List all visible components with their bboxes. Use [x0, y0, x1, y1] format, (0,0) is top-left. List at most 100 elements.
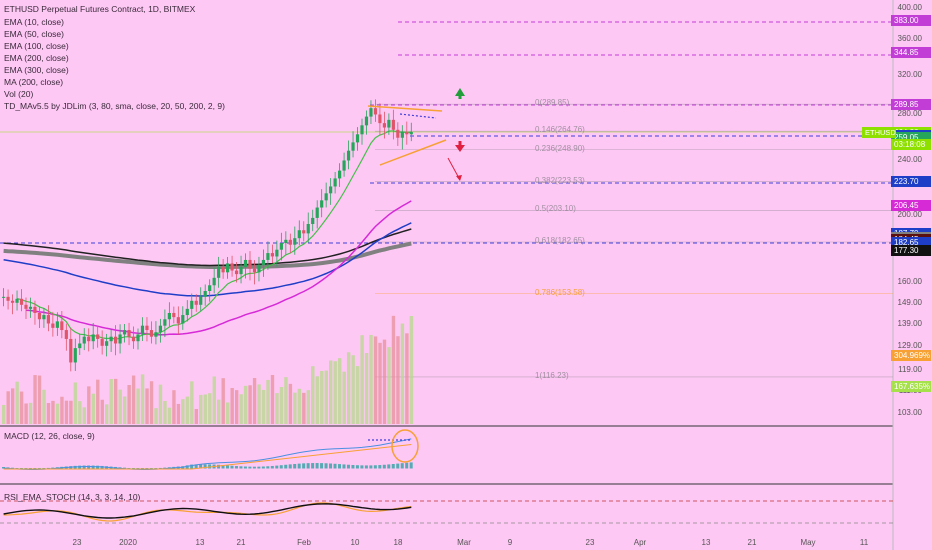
volume-bar — [6, 391, 10, 424]
macd-histogram-bar — [194, 464, 198, 469]
volume-bar — [176, 403, 181, 424]
candle-body — [163, 319, 167, 326]
candle-body — [378, 114, 382, 124]
price-label: 182.65 — [891, 236, 931, 248]
macd-histogram-bar — [355, 465, 359, 469]
price-axis-tick: 103.00 — [897, 408, 922, 417]
candle-body — [194, 300, 198, 305]
fib-label: 1(116.23) — [535, 370, 569, 380]
macd-histogram-bar — [252, 466, 256, 469]
volume-bar — [114, 378, 118, 424]
candle-body — [78, 343, 82, 349]
candle-body — [369, 108, 373, 117]
candle-body — [315, 207, 319, 218]
candle-body — [28, 306, 33, 309]
macd-histogram-bar — [382, 464, 386, 469]
candle-body — [311, 217, 315, 225]
candle-body — [136, 334, 140, 342]
volume-bar — [234, 390, 239, 424]
macd-histogram-bar — [136, 468, 140, 469]
rsi-line — [3, 503, 412, 519]
macd-histogram-bar — [15, 468, 19, 469]
ema10-line — [16, 130, 412, 340]
candle-body — [221, 266, 225, 273]
volume-bars — [2, 315, 414, 424]
volume-bar — [154, 408, 158, 424]
chart-title: ETHUSD Perpetual Futures Contract, 1D, B… — [4, 4, 196, 14]
price-axis-tick: 149.00 — [897, 297, 922, 307]
candle-body — [355, 134, 360, 143]
macd-histogram-bar — [346, 464, 350, 469]
macd-histogram-bar — [248, 466, 252, 469]
candle-body — [55, 321, 59, 328]
volume-bar — [194, 408, 199, 424]
macd-histogram-bar — [329, 463, 333, 469]
volume-bar — [239, 394, 243, 424]
candle-body — [409, 132, 413, 135]
candle-body — [257, 265, 261, 273]
candle-body — [122, 330, 127, 335]
candle-body — [261, 259, 266, 266]
candle-body — [127, 330, 131, 337]
ema300-line — [3, 241, 412, 269]
macd-histogram-bar — [275, 465, 279, 469]
candle-body — [167, 312, 171, 320]
volume-bar — [387, 347, 391, 424]
macd-histogram-bar — [230, 465, 234, 469]
volume-bar — [60, 396, 64, 424]
ema50-line — [25, 200, 412, 336]
macd-histogram-bar — [221, 465, 225, 469]
macd-histogram-bar — [87, 465, 91, 469]
candle-body — [230, 263, 234, 271]
price-label: 167.635% — [891, 380, 931, 392]
volume-bar — [78, 401, 82, 424]
candle-body — [24, 304, 28, 309]
volume-bar — [302, 392, 306, 424]
time-axis-tick: Apr — [633, 538, 647, 547]
candle-body — [293, 238, 297, 245]
macd-histogram-bar — [396, 463, 400, 469]
indicator-ema200-label: EMA (200, close) — [4, 53, 69, 63]
price-axis-tick: 129.00 — [897, 340, 922, 350]
price-axis-tick: 320.00 — [897, 69, 922, 79]
volume-bar — [315, 376, 319, 424]
ema100-line — [3, 222, 412, 297]
macd-histogram-bar — [190, 464, 194, 469]
volume-bar — [275, 393, 279, 424]
indicator-ma200-label: MA (200, close) — [4, 77, 64, 87]
fib-levels — [375, 103, 893, 378]
volume-bar — [382, 339, 387, 424]
macd-histogram-bar — [306, 463, 310, 469]
volume-bar — [51, 400, 55, 424]
macd-histogram-bar — [51, 467, 55, 469]
candle-body — [19, 298, 24, 305]
macd-histogram-bar — [360, 465, 364, 469]
candle-body — [118, 334, 122, 344]
macd-histogram-bar — [208, 464, 212, 469]
price-axis-tick: 160.00 — [897, 276, 922, 286]
time-axis-tick: Mar — [457, 538, 471, 547]
candle-body — [181, 315, 185, 324]
macd-histogram-bar — [145, 468, 149, 469]
macd-histogram-bar — [154, 468, 158, 469]
candle-body — [176, 317, 180, 324]
volume-bar — [140, 374, 145, 424]
macd-histogram-bar — [405, 462, 409, 469]
volume-bar — [46, 403, 51, 424]
volume-bar — [306, 390, 311, 424]
volume-bar — [338, 358, 342, 424]
volume-bar — [311, 366, 315, 424]
macd-histogram-bar — [387, 464, 391, 469]
candle-body — [342, 160, 346, 171]
volume-bar — [409, 315, 414, 424]
volume-bar — [279, 387, 284, 424]
macd-histogram-bar — [324, 463, 328, 469]
candle-body — [346, 150, 351, 161]
candle-body — [158, 325, 162, 333]
candle-body — [82, 336, 86, 344]
candle-body — [302, 230, 306, 234]
indicator-ema100-label: EMA (100, close) — [4, 41, 69, 51]
candle-body — [351, 142, 355, 151]
volume-bar — [391, 315, 396, 424]
